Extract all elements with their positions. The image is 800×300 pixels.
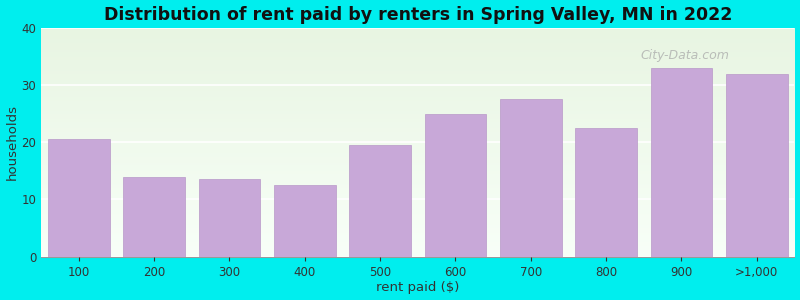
Title: Distribution of rent paid by renters in Spring Valley, MN in 2022: Distribution of rent paid by renters in … — [103, 6, 732, 24]
Bar — [48, 140, 110, 256]
Bar — [198, 179, 260, 256]
Text: City-Data.com: City-Data.com — [640, 49, 729, 62]
Bar — [349, 145, 411, 256]
Bar — [500, 99, 562, 256]
Bar — [650, 68, 712, 256]
Y-axis label: households: households — [6, 104, 18, 180]
X-axis label: rent paid ($): rent paid ($) — [376, 281, 459, 294]
Bar — [726, 74, 788, 256]
Bar — [575, 128, 637, 256]
Bar — [274, 185, 336, 256]
Bar — [123, 177, 185, 256]
Bar — [425, 114, 486, 256]
